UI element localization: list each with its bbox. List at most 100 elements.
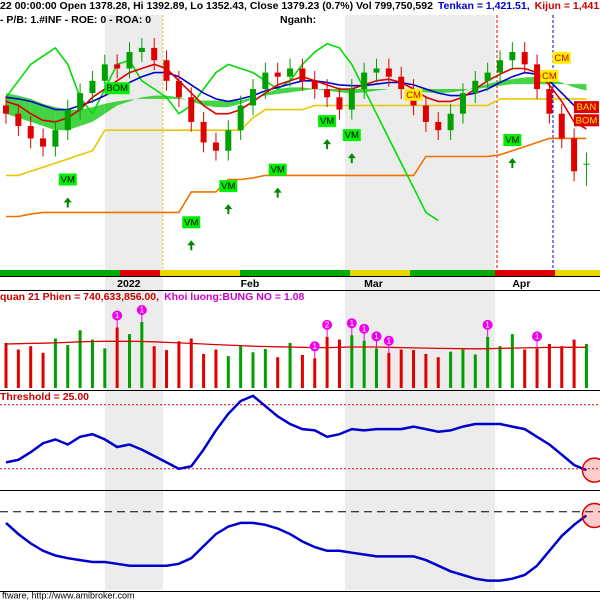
volume-bar — [66, 345, 70, 388]
candle-body — [114, 64, 121, 69]
signal-arrow — [224, 204, 233, 215]
cloud — [314, 89, 328, 91]
cloud — [117, 99, 130, 106]
candle-body — [175, 80, 182, 98]
header-segment: quan 21 Phien = 740,633,856.00, — [0, 291, 159, 303]
volume-bar — [572, 339, 576, 388]
signal-arrow — [187, 240, 196, 251]
candle-body — [422, 105, 429, 122]
volume-bar — [202, 353, 206, 388]
signal-dot — [112, 310, 123, 321]
volume-bar — [189, 338, 193, 388]
signal-dot — [371, 331, 382, 342]
cloud — [240, 97, 253, 104]
signal-box — [182, 216, 201, 229]
series-line — [5, 340, 587, 350]
signal-box — [540, 69, 559, 82]
signal-label: VM — [184, 217, 198, 228]
signal-box — [104, 82, 130, 95]
candle-body — [163, 60, 170, 81]
volume-bar — [214, 349, 218, 388]
candle-body — [274, 72, 281, 77]
last-point — [581, 457, 600, 483]
candle-body — [484, 72, 491, 81]
candle-body — [348, 89, 355, 110]
volume-bar — [53, 338, 57, 388]
cloud — [364, 89, 377, 93]
candle-body — [361, 72, 368, 90]
volume-bar — [115, 327, 119, 388]
volume-bar — [239, 346, 243, 388]
signal-label: 1 — [313, 342, 318, 351]
candle-body — [64, 109, 71, 131]
time-strip — [0, 270, 600, 276]
signal-label: VM — [61, 175, 75, 186]
volume-bar — [362, 340, 366, 388]
volume-bar — [41, 352, 45, 388]
header-text: - P/B: 1.#INF - ROE: 0 - ROA: 0 — [0, 14, 151, 26]
candle-body — [52, 130, 59, 147]
cloud — [487, 80, 500, 88]
candle-body — [546, 89, 553, 114]
cloud — [290, 87, 303, 93]
volume-bar — [4, 342, 8, 388]
cloud — [154, 95, 167, 99]
cloud — [265, 89, 278, 96]
header-text: 22 00:00:00 Open 1378.28, Hi 1392.89, Lo… — [0, 0, 600, 12]
signal-box — [573, 101, 599, 114]
volume-bar — [103, 348, 107, 388]
volume-bar — [337, 339, 341, 388]
candle-body — [151, 47, 158, 61]
series-line — [5, 71, 587, 114]
volume-bar — [288, 342, 292, 388]
signal-label: 1 — [374, 332, 379, 341]
x-tick-label: Mar — [364, 278, 383, 290]
volume-bar — [375, 348, 378, 388]
signal-label: CM — [406, 90, 421, 101]
cloud — [376, 89, 389, 91]
header-segment: Kijun = 1,441.69, — [535, 0, 600, 12]
cloud — [462, 87, 476, 91]
candle-body — [583, 163, 590, 165]
volume-bar — [29, 346, 33, 388]
volume-bar — [276, 357, 280, 388]
footer: ftware, http://www.amibroker.com — [2, 590, 135, 600]
signal-arrow — [347, 153, 356, 164]
volume-bar — [350, 335, 354, 388]
cloud — [277, 87, 291, 94]
candle-body — [521, 52, 528, 65]
volume-bar — [461, 349, 465, 388]
signal-dot — [482, 319, 493, 330]
candle-body — [250, 89, 256, 106]
candle-body — [373, 68, 380, 73]
signal-arrow — [323, 139, 332, 150]
candle-body — [324, 89, 331, 98]
volume-bar — [560, 346, 564, 388]
series-line — [5, 394, 587, 472]
volume-bar — [300, 355, 304, 388]
cloud — [327, 89, 340, 93]
signal-label: 1 — [535, 332, 540, 341]
candle-body — [558, 113, 565, 139]
volume-bar — [152, 346, 156, 388]
signal-label: 1 — [485, 320, 490, 329]
cloud — [80, 107, 93, 127]
cloud — [141, 95, 155, 99]
cloud — [67, 109, 81, 131]
candle-body — [447, 113, 454, 131]
volume-bar — [547, 344, 551, 388]
volume-bar — [140, 322, 144, 388]
signal-box — [552, 51, 571, 64]
candle-body — [15, 113, 22, 127]
cloud — [43, 103, 56, 131]
volume-bar — [449, 351, 453, 388]
signal-box — [219, 180, 238, 193]
volume-bar — [165, 350, 169, 388]
signal-box — [58, 173, 77, 186]
candle-body — [40, 138, 47, 147]
candle-body — [77, 93, 84, 110]
cloud — [129, 97, 142, 102]
signal-dot — [359, 323, 370, 334]
signal-box — [573, 114, 599, 127]
signal-label: BOM — [106, 83, 128, 94]
